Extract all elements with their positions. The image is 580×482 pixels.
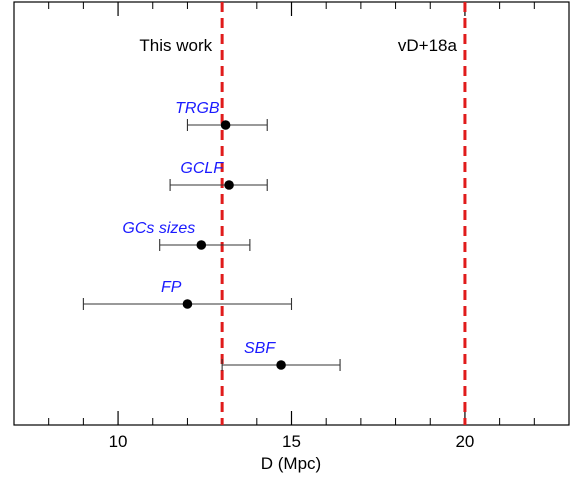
data-point <box>220 120 231 130</box>
method-label: SBF <box>244 340 276 357</box>
major-ticks: 10 15 20 <box>109 2 474 451</box>
method-label: TRGB <box>175 100 220 117</box>
plot-frame <box>13 1 570 426</box>
reference-labels: This work vD+18a <box>139 36 457 55</box>
x-tick-label: 15 <box>282 432 301 451</box>
data-points <box>182 120 286 370</box>
x-axis-label: D (Mpc) <box>261 454 321 473</box>
data-point <box>182 299 193 309</box>
x-tick-label: 10 <box>109 432 128 451</box>
data-point <box>196 240 207 250</box>
reference-line-label: vD+18a <box>398 36 458 55</box>
method-labels: TRGB GCLF GCs sizes FP SBF <box>122 100 276 357</box>
method-label: GCs sizes <box>122 220 195 237</box>
x-tick-label: 20 <box>455 432 474 451</box>
data-point <box>276 360 286 370</box>
minor-ticks <box>48 2 535 425</box>
reference-lines <box>220 2 467 425</box>
reference-line-label: This work <box>139 36 212 55</box>
data-point <box>224 180 234 190</box>
method-label: GCLF <box>180 160 224 177</box>
method-label: FP <box>161 279 182 296</box>
